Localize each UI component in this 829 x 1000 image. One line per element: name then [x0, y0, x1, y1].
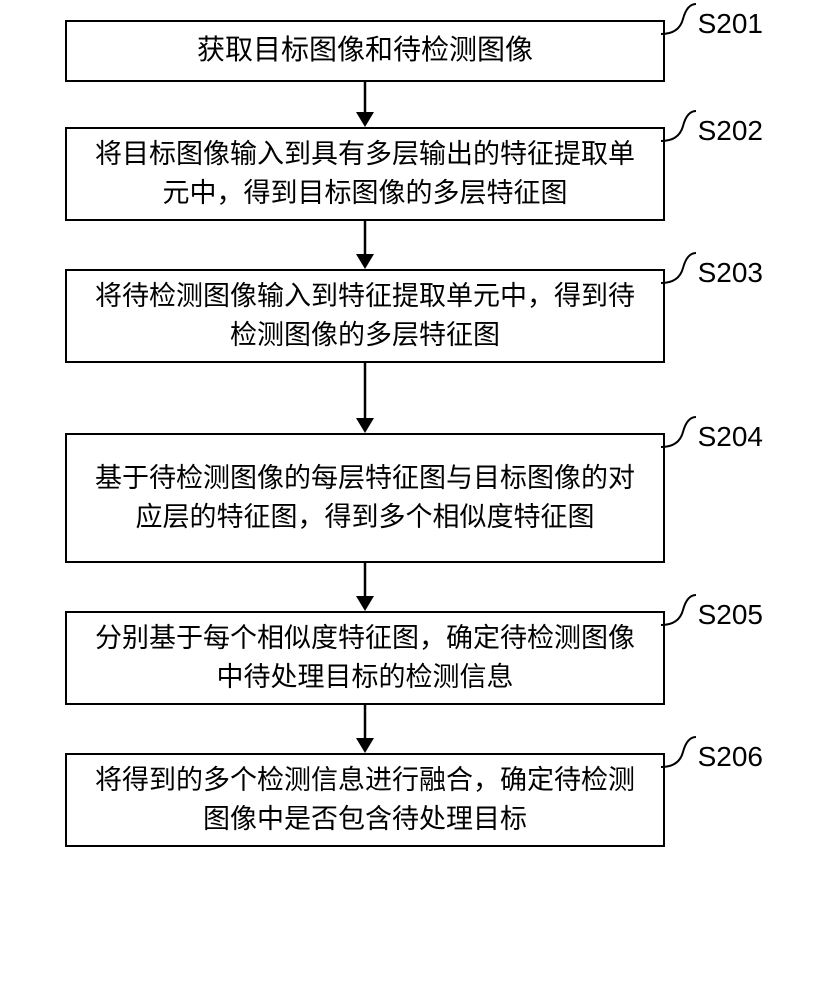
step-text: 基于待检测图像的每层特征图与目标图像的对应层的特征图，得到多个相似度特征图: [87, 459, 643, 537]
label-connector-curve: [661, 414, 696, 450]
label-connector-curve: [661, 108, 696, 144]
step-label: S202: [698, 111, 763, 152]
step-box-s203: 将待检测图像输入到特征提取单元中，得到待检测图像的多层特征图 S203: [65, 269, 665, 363]
step-box-s206: 将得到的多个检测信息进行融合，确定待检测图像中是否包含待处理目标 S206: [65, 753, 665, 847]
step-text: 将待检测图像输入到特征提取单元中，得到待检测图像的多层特征图: [87, 277, 643, 355]
label-connector-curve: [661, 592, 696, 628]
step-label: S203: [698, 253, 763, 294]
down-arrow-icon: [350, 221, 380, 269]
label-connector-curve: [661, 1, 696, 37]
step-label: S205: [698, 595, 763, 636]
step-text: 将得到的多个检测信息进行融合，确定待检测图像中是否包含待处理目标: [87, 761, 643, 839]
step-box-s204: 基于待检测图像的每层特征图与目标图像的对应层的特征图，得到多个相似度特征图 S2…: [65, 433, 665, 563]
arrow-connector: [65, 563, 665, 611]
label-connector-curve: [661, 734, 696, 770]
down-arrow-icon: [350, 705, 380, 753]
step-box-s201: 获取目标图像和待检测图像 S201: [65, 20, 665, 82]
step-label: S204: [698, 417, 763, 458]
step-text: 将目标图像输入到具有多层输出的特征提取单元中，得到目标图像的多层特征图: [87, 135, 643, 213]
step-label: S206: [698, 737, 763, 778]
down-arrow-icon: [350, 563, 380, 611]
arrow-connector: [65, 82, 665, 127]
flowchart-container: 获取目标图像和待检测图像 S201 将目标图像输入到具有多层输出的特征提取单元中…: [50, 20, 780, 847]
label-connector-curve: [661, 250, 696, 286]
step-box-s202: 将目标图像输入到具有多层输出的特征提取单元中，得到目标图像的多层特征图 S202: [65, 127, 665, 221]
down-arrow-icon: [350, 363, 380, 433]
arrow-connector: [65, 705, 665, 753]
step-label: S201: [698, 4, 763, 45]
step-box-s205: 分别基于每个相似度特征图，确定待检测图像中待处理目标的检测信息 S205: [65, 611, 665, 705]
arrow-connector: [65, 221, 665, 269]
down-arrow-icon: [350, 82, 380, 127]
step-text: 获取目标图像和待检测图像: [197, 31, 533, 72]
step-text: 分别基于每个相似度特征图，确定待检测图像中待处理目标的检测信息: [87, 619, 643, 697]
arrow-connector: [65, 363, 665, 433]
